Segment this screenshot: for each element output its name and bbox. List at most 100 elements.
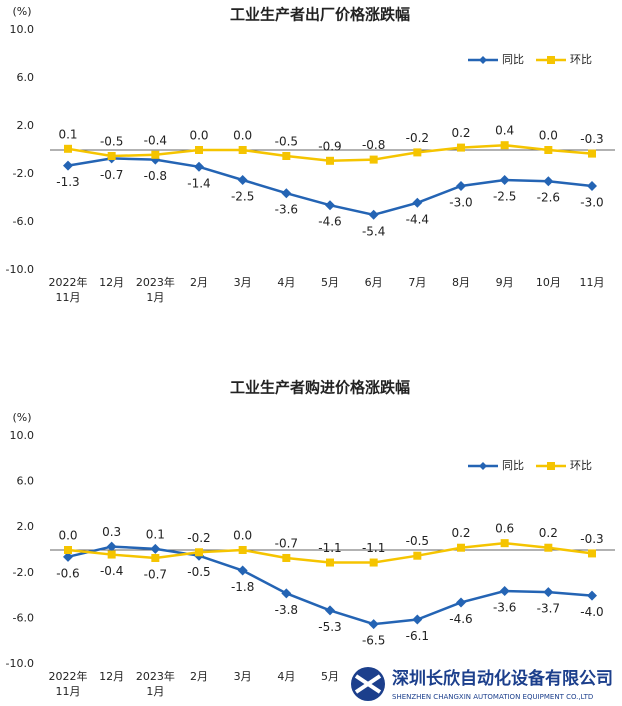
point	[238, 546, 247, 554]
value-label: -3.6	[493, 601, 516, 615]
x-tick-label: 12月	[99, 276, 124, 289]
value-label: -5.4	[362, 224, 385, 238]
point	[369, 558, 378, 567]
value-label: -0.8	[362, 138, 385, 152]
point	[281, 188, 292, 199]
point	[412, 197, 423, 208]
value-label: -1.3	[56, 175, 79, 189]
x-tick-label: 7月	[408, 276, 426, 289]
value-label: 0.3	[102, 525, 121, 539]
x-tick-label-line: 2022年	[49, 669, 88, 683]
point	[151, 553, 160, 562]
point	[456, 597, 466, 608]
y-tick-label: 6.0	[17, 475, 35, 488]
value-label: 0.0	[58, 529, 77, 543]
point	[195, 146, 203, 154]
value-label: -0.5	[100, 135, 123, 149]
x-tick-label: 11月	[580, 276, 605, 289]
point	[150, 543, 161, 554]
x-tick-label: 2022年 11月	[49, 669, 88, 698]
x-tick-label: 6月	[365, 276, 383, 289]
point	[544, 543, 553, 552]
legend-label: 环比	[570, 459, 592, 472]
value-label: -3.7	[537, 602, 560, 616]
value-label: -0.4	[100, 564, 123, 578]
value-label: -0.9	[318, 139, 341, 153]
point	[195, 548, 203, 557]
y-tick-label: 10.0	[10, 429, 35, 442]
point	[368, 209, 379, 220]
point	[63, 551, 73, 562]
watermark-name-en: SHENZHEN CHANGXIN AUTOMATION EQUIPMENT C…	[392, 693, 593, 701]
x-tick-label: 12月	[99, 670, 124, 683]
value-label: -4.6	[449, 612, 472, 626]
x-tick-label: 8月	[452, 276, 470, 289]
value-label: -0.5	[406, 534, 429, 548]
point	[456, 181, 466, 191]
y-tick-label: 2.0	[17, 119, 35, 132]
value-label: -0.6	[56, 566, 79, 580]
point	[107, 550, 116, 559]
x-tick-label-line: 1月	[146, 685, 164, 698]
point	[543, 587, 554, 598]
value-label: -0.4	[144, 133, 167, 147]
point	[282, 152, 291, 160]
y-tick-label: -2.0	[13, 566, 34, 579]
value-label: -0.2	[187, 531, 210, 545]
value-label: 0.2	[451, 526, 470, 540]
value-label: 0.4	[495, 124, 514, 138]
x-tick-label: 5月	[321, 276, 339, 289]
value-label: -0.8	[144, 169, 167, 183]
legend-marker	[479, 56, 487, 64]
legend-marker	[547, 462, 555, 470]
value-label: 0.0	[233, 129, 252, 143]
y-tick-label: 6.0	[17, 71, 35, 84]
point	[587, 181, 597, 191]
point	[151, 150, 160, 159]
point	[63, 160, 73, 171]
chart-title: 工业生产者购进价格涨跌幅	[230, 379, 410, 397]
value-label: 0.0	[539, 129, 558, 143]
value-label: -0.2	[406, 131, 429, 145]
y-tick-label: -10.0	[6, 657, 34, 670]
point	[282, 553, 291, 562]
x-tick-label: 9月	[496, 276, 514, 289]
point	[325, 200, 335, 211]
x-tick-label-line: 11月	[56, 685, 81, 698]
point	[499, 586, 510, 597]
value-label: 0.0	[233, 529, 252, 543]
point	[281, 588, 292, 599]
value-label: -3.6	[275, 203, 298, 217]
value-label: -0.5	[187, 565, 210, 579]
point	[369, 155, 378, 164]
y-tick-label: -10.0	[6, 263, 34, 276]
y-axis-label: (%)	[12, 5, 31, 18]
point	[107, 152, 116, 160]
point	[543, 176, 554, 187]
x-tick-label: 2月	[190, 276, 208, 289]
value-label: -0.7	[144, 567, 167, 581]
legend-marker	[479, 462, 487, 470]
value-label: -0.3	[580, 532, 603, 546]
y-tick-label: 10.0	[10, 23, 35, 36]
value-label: 0.2	[451, 126, 470, 140]
x-tick-label-line: 1月	[146, 291, 164, 304]
point	[413, 148, 422, 157]
watermark: 深圳长欣自动化设备有限公司 SHENZHEN CHANGXIN AUTOMATI…	[345, 662, 622, 706]
watermark-logo-mark	[354, 674, 382, 694]
point	[457, 143, 465, 152]
point	[412, 614, 423, 625]
chart-title: 工业生产者出厂价格涨跌幅	[230, 6, 410, 24]
value-label: 0.1	[58, 127, 77, 141]
x-tick-label: 2023年 1月	[136, 669, 175, 698]
x-tick-label: 2023年 1月	[136, 275, 175, 304]
x-tick-label-line: 2022年	[49, 275, 88, 289]
watermark-bg	[345, 662, 622, 706]
x-tick-label: 5月	[321, 670, 339, 683]
point	[588, 149, 596, 158]
point	[368, 619, 379, 630]
point	[106, 541, 117, 552]
value-label: -6.5	[362, 634, 385, 648]
value-label: 0.1	[146, 527, 165, 541]
x-tick-label: 10月	[536, 276, 561, 289]
